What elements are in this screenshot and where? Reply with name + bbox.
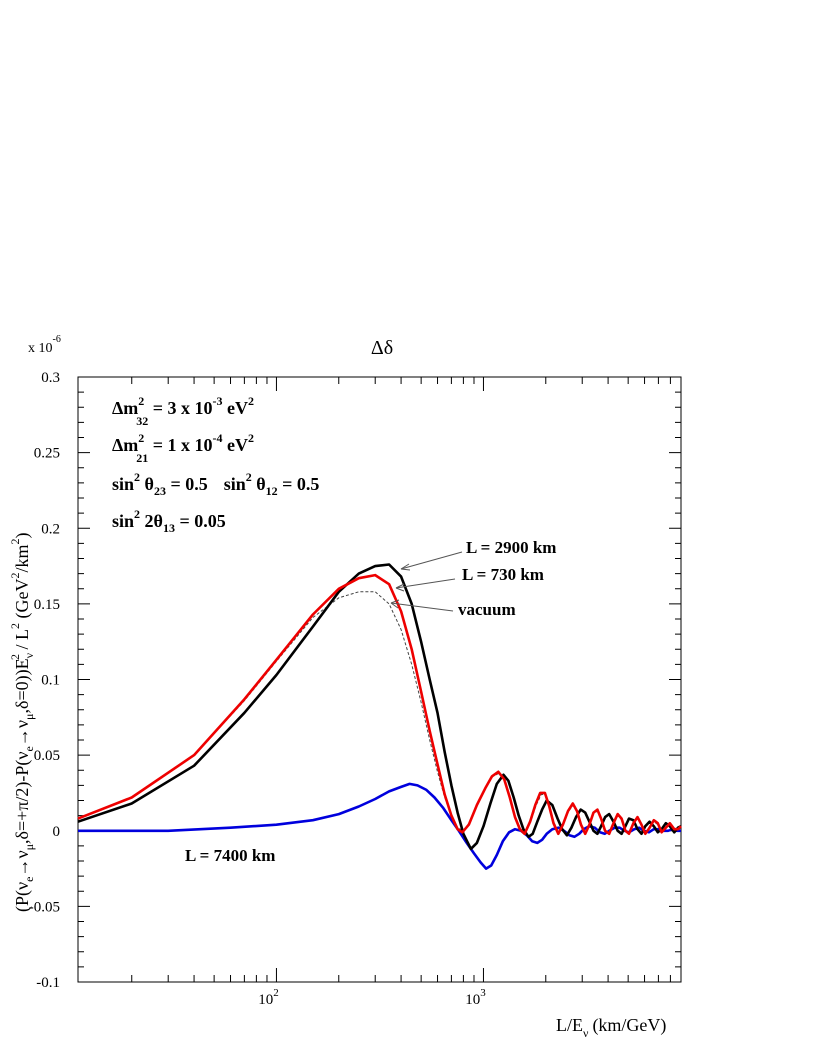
y-tick-label: 0 [53,824,61,840]
plot-frame [77,376,682,983]
series-line-1 [77,573,682,836]
param-theta13: sin2 2θ13 = 0.05 [112,507,226,535]
y-tick-label: -0.1 [36,975,60,991]
y-tick-label: -0.05 [29,899,60,915]
y-tick-label: 0.25 [34,446,60,462]
y-tick-label: 0.2 [41,521,60,537]
label-vacuum: vacuum [458,600,516,619]
label-7400: L = 7400 km [185,846,275,865]
y-tick-labels: 0.3 0.25 0.2 0.15 0.1 0.05 0 -0.05 -0.1 [29,370,60,991]
y-tick-label: 0.05 [34,748,60,764]
y-multiplier: x 10-6 [28,334,61,356]
series-layer [77,563,682,870]
y-tick-label: 0.3 [41,370,60,386]
arrowhead-2900 [400,563,411,571]
param-dm21: Δm2 21 = 1 x 10-4 eV2 [112,431,254,465]
y-axis-label: (P(νe→νμ,δ=+π/2)-P(νe→νμ,δ=0))Eν2 / L2 (… [8,532,36,912]
param-dm32: Δm2 32 = 3 x 10-3 eV2 [112,394,254,428]
x-tick-label: 103 [465,987,486,1008]
x-axis-label: L/Eν (km/GeV) [556,1015,666,1040]
series-line-0 [77,563,682,851]
annotation-arrow-730 [395,578,456,589]
y-tick-label: 0.15 [34,597,60,613]
arrowhead-vacuum [390,599,400,609]
param-mixing-angles: sin2 θ23 = 0.5 sin2 θ12 = 0.5 [112,470,319,498]
x-tick-labels: 102 103 [258,987,486,1008]
series-line-3 [78,782,681,870]
axis-ticks [78,376,682,983]
arrowhead-730 [395,583,405,592]
chart-title: Δδ [371,337,393,359]
x-tick-label: 102 [258,987,279,1008]
annotation-arrow-2900 [400,551,463,570]
parameter-block: Δm2 32 = 3 x 10-3 eV2 Δm2 21 = 1 x 10-4 eV… [112,394,319,535]
annotations: L = 2900 km L = 730 km vacuum L = 7400 k… [185,538,556,865]
y-tick-label: 0.1 [41,673,60,689]
label-2900: L = 2900 km [466,538,556,557]
label-730: L = 730 km [462,565,544,584]
annotation-arrow-vacuum [390,602,454,612]
